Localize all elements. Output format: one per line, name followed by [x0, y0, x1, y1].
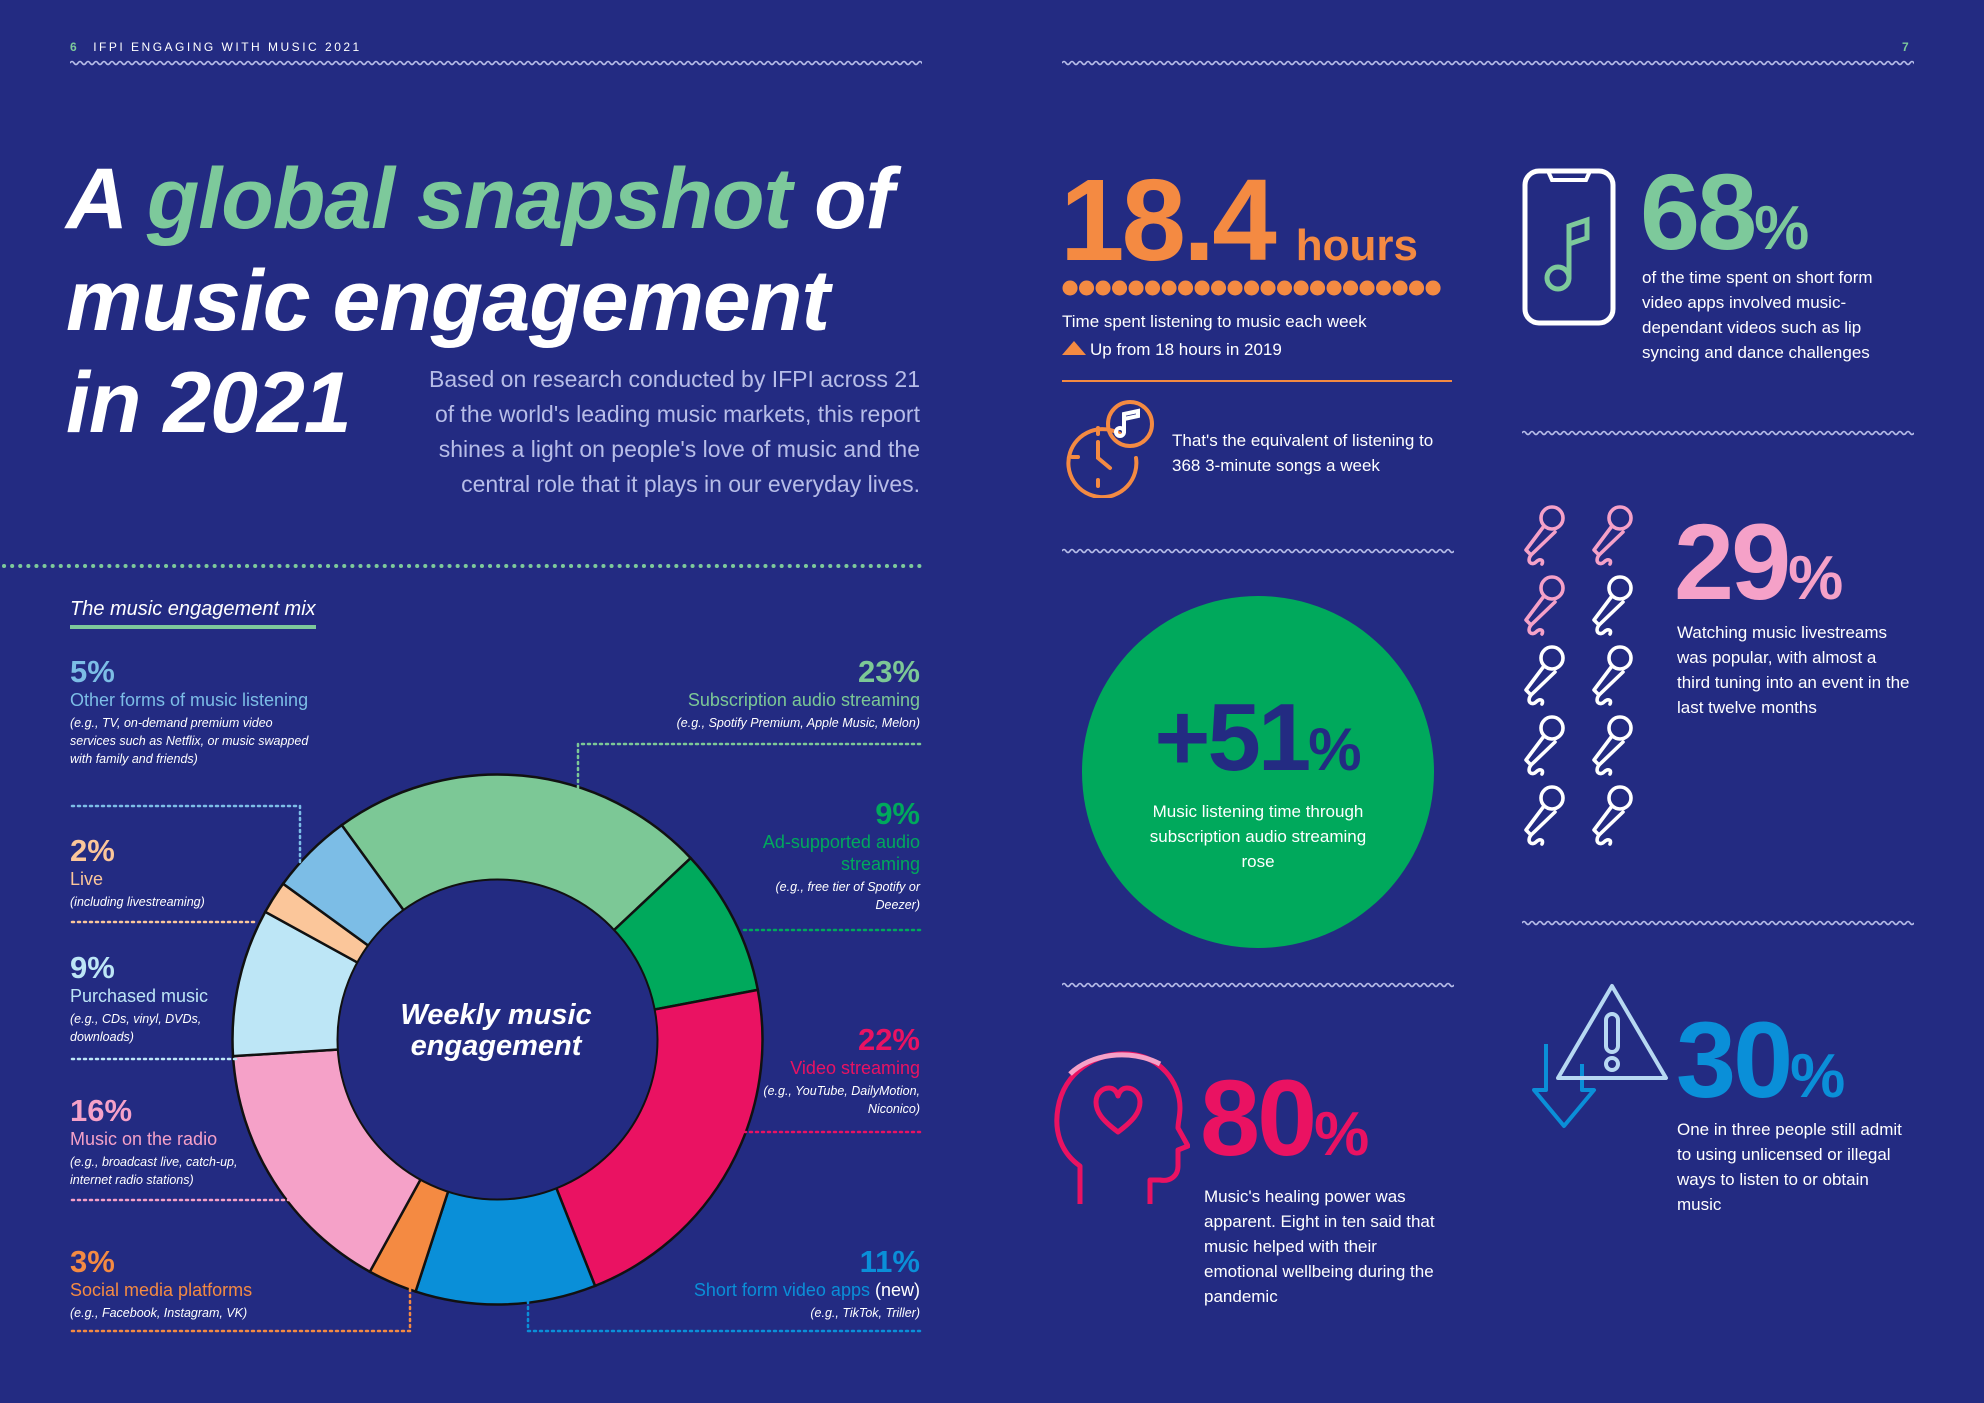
growth-circle	[1082, 596, 1434, 948]
page-title: A global snapshot of music engagement in…	[66, 151, 894, 451]
hours-stat: 18.4 hours	[1060, 155, 1419, 285]
left-page-number: 6	[70, 40, 80, 54]
livestream-stat: 29%	[1674, 501, 1844, 622]
header-divider-left	[70, 60, 922, 66]
up-triangle-icon	[1062, 341, 1086, 355]
hours-trend: Up from 18 hours in 2019	[1062, 337, 1462, 362]
mix-item-other: 5% Other forms of music listening (e.g.,…	[70, 654, 309, 767]
hours-caption: Time spent listening to music each week	[1062, 312, 1367, 331]
donut-hole	[336, 878, 659, 1201]
mix-item-video: 22% Video streaming (e.g., YouTube, Dail…	[763, 1022, 920, 1117]
unlicensed-stat: 30%	[1676, 999, 1846, 1120]
mix-item-live: 2% Live (including livestreaming)	[70, 833, 205, 910]
hours-dot-row	[1062, 280, 1454, 296]
shortform-caption: of the time spent on short form video ap…	[1642, 268, 1873, 362]
intro-paragraph: Based on research conducted by IFPI acro…	[429, 366, 920, 497]
warning-download-icon	[1532, 984, 1668, 1128]
livestream-caption: Watching music livestreams was popular, …	[1677, 623, 1910, 717]
mix-item-ad-supported: 9% Ad-supported audio streaming (e.g., f…	[762, 796, 920, 913]
shortform-stat: 68%	[1640, 151, 1810, 272]
phone-music-icon	[1522, 168, 1616, 326]
mix-item-short-form: 11% Short form video apps (new) (e.g., T…	[693, 1244, 920, 1321]
right-page-number: 7	[1902, 40, 1912, 54]
report-title: IFPI ENGAGING WITH MUSIC 2021	[93, 40, 362, 54]
title-highlight: global snapshot	[146, 151, 792, 247]
section-divider	[2, 564, 924, 568]
equivalent-text: That's the equivalent of listening to 36…	[1172, 431, 1434, 475]
unlicensed-caption: One in three people still admit to using…	[1677, 1120, 1902, 1214]
microphones-icon-grid	[1524, 505, 1633, 846]
divider-wave-c2b	[1522, 920, 1914, 926]
healing-caption: Music's healing power was apparent. Eigh…	[1204, 1187, 1435, 1306]
mix-item-radio: 16% Music on the radio (e.g., broadcast …	[70, 1093, 238, 1188]
mix-item-social: 3% Social media platforms (e.g., Faceboo…	[70, 1244, 253, 1321]
growth-caption: Music listening time through subscriptio…	[1149, 802, 1367, 871]
divider-wave-c2a	[1522, 430, 1914, 436]
mix-heading: The music engagement mix	[70, 598, 316, 629]
header-divider-right	[1062, 60, 1914, 66]
donut-center-label: Weekly music engagement	[400, 999, 592, 1062]
healing-stat: 80%	[1200, 1057, 1370, 1178]
head-heart-icon	[1054, 1051, 1190, 1204]
divider-wave-c1b	[1062, 982, 1454, 988]
mix-item-purchased: 9% Purchased music (e.g., CDs, vinyl, DV…	[70, 950, 209, 1045]
growth-stat: +51%	[1154, 684, 1362, 791]
page-header-left: 6 IFPI ENGAGING WITH MUSIC 2021	[70, 40, 362, 54]
clock-music-icon	[1066, 400, 1154, 498]
hours-divider	[1062, 380, 1452, 382]
engagement-donut-chart	[231, 773, 764, 1306]
mix-item-subscription: 23% Subscription audio streaming (e.g., …	[676, 654, 920, 731]
divider-wave-c1a	[1062, 548, 1454, 554]
